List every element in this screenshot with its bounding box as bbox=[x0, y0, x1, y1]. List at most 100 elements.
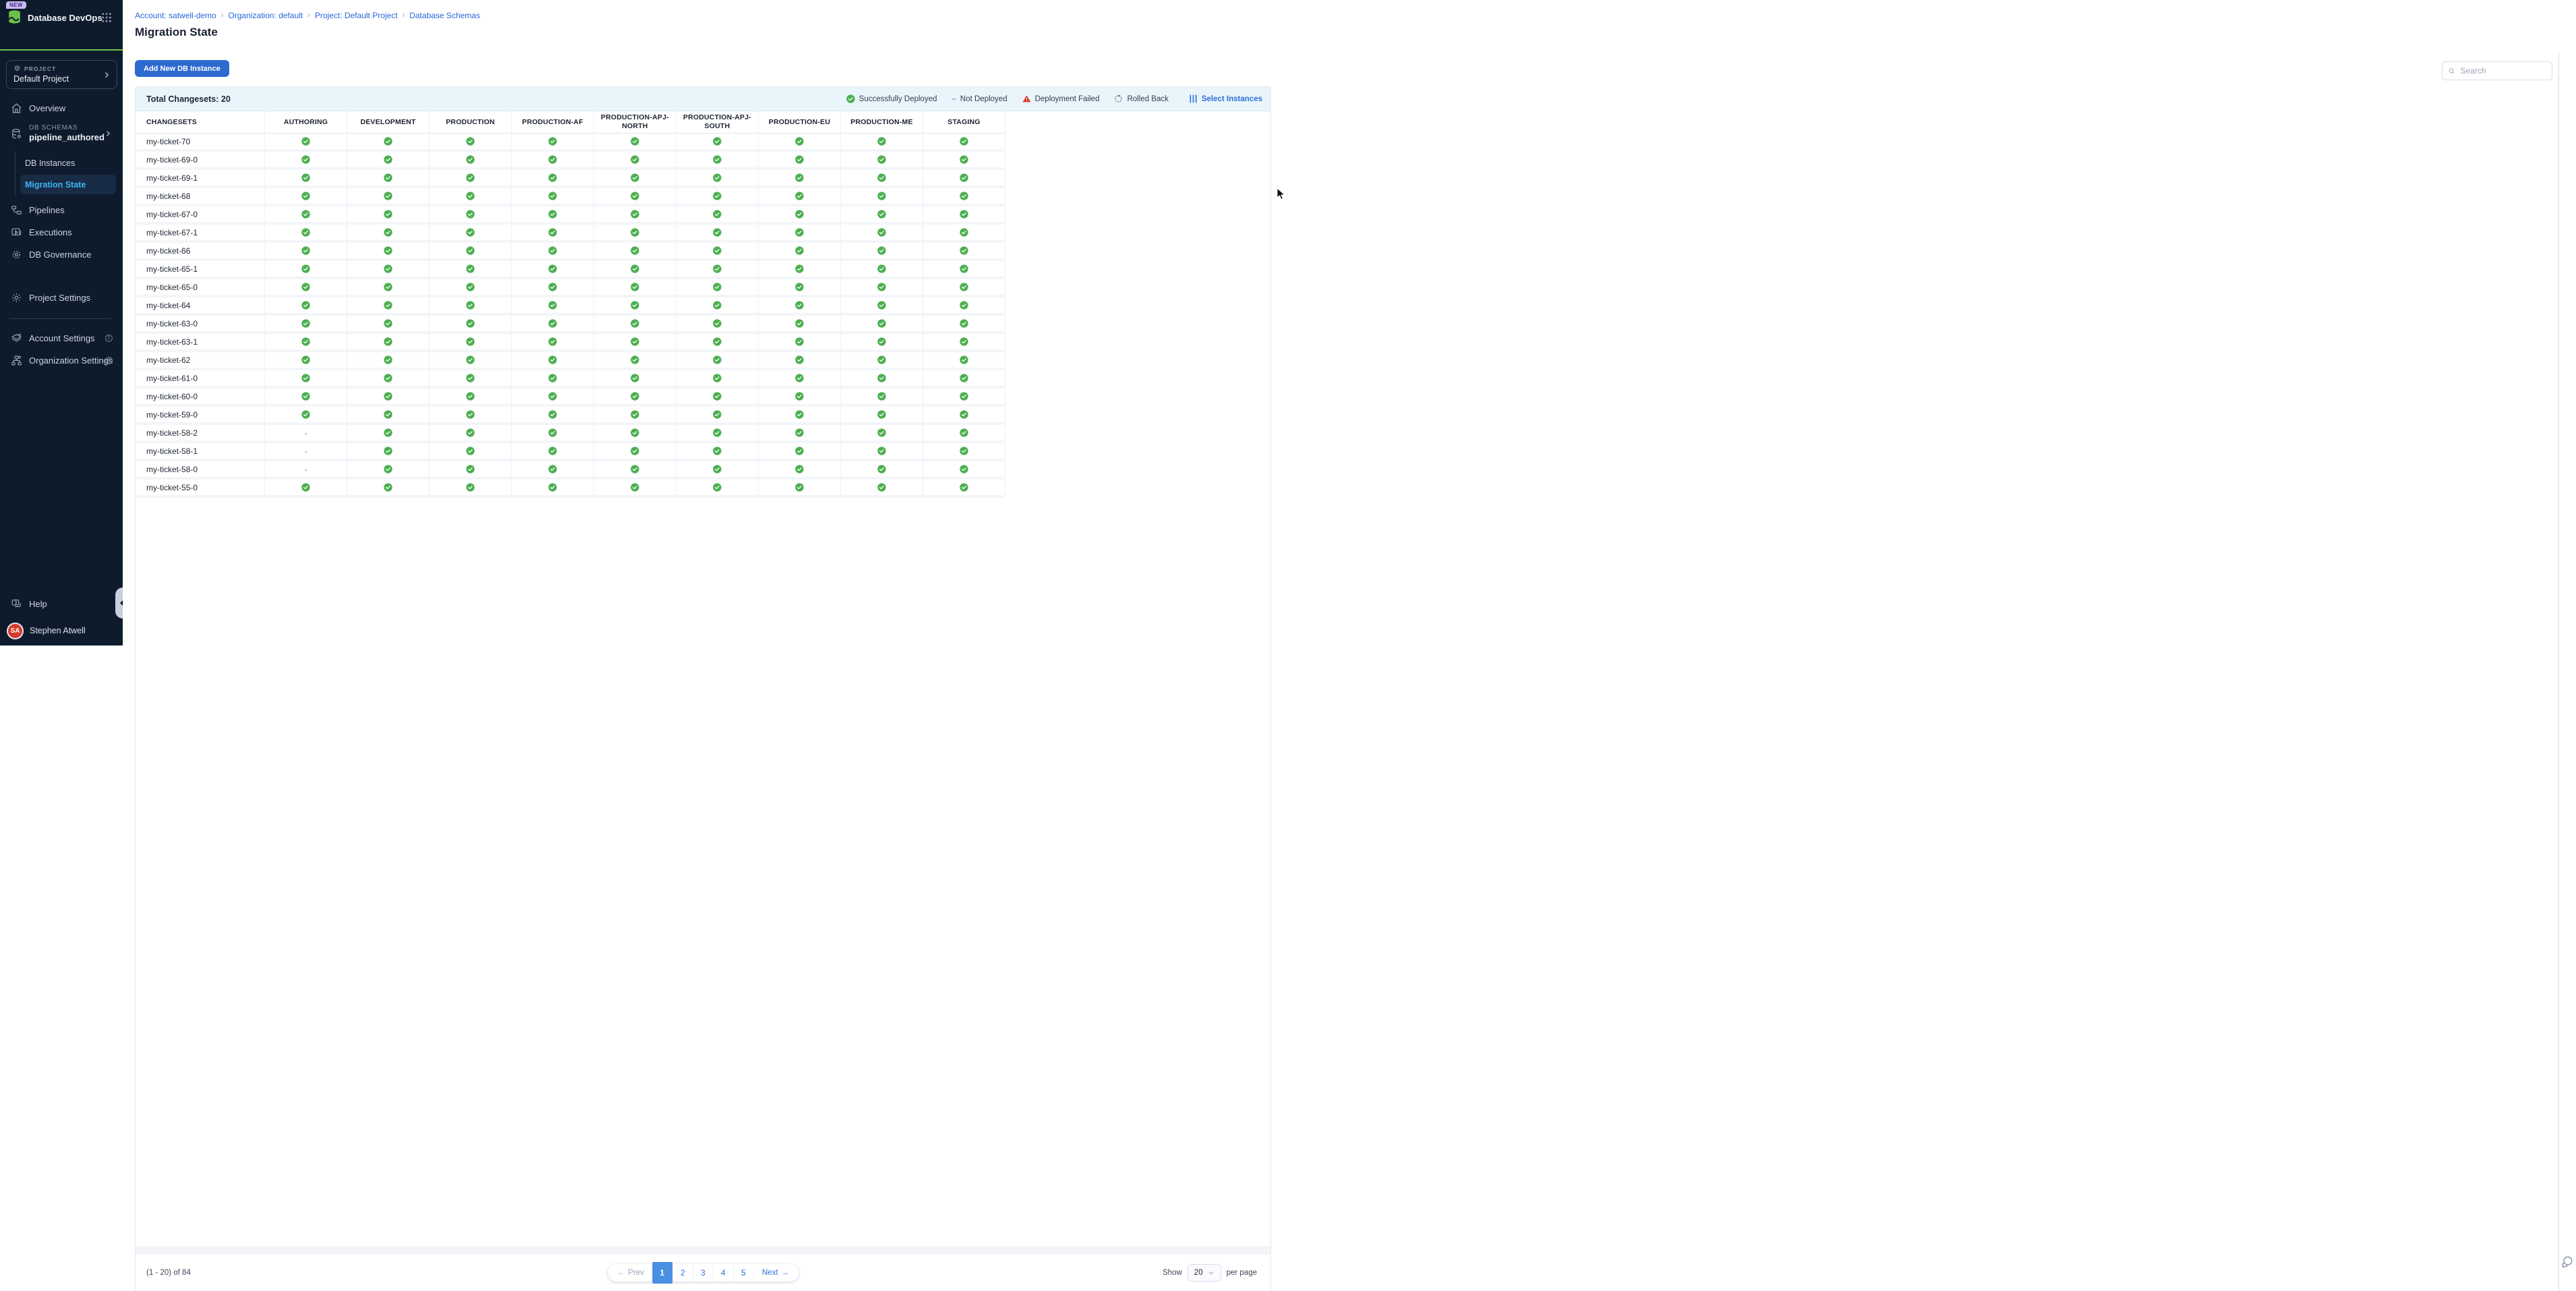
check-circle-icon bbox=[713, 301, 722, 310]
check-circle-icon bbox=[960, 155, 968, 164]
check-circle-icon bbox=[713, 228, 722, 237]
check-circle-icon bbox=[384, 173, 392, 182]
check-circle-icon bbox=[384, 210, 392, 219]
page-size-select[interactable]: 20 bbox=[1188, 1264, 1221, 1282]
pagination-page-3[interactable]: 3 bbox=[693, 1264, 713, 1282]
status-cell bbox=[676, 206, 759, 222]
next-label: Next bbox=[762, 1269, 778, 1277]
breadcrumb-organization[interactable]: Organization: default bbox=[228, 11, 303, 20]
check-circle-icon bbox=[301, 319, 310, 328]
check-circle-icon bbox=[795, 447, 804, 455]
check-circle-icon bbox=[548, 137, 557, 146]
check-circle-icon bbox=[301, 337, 310, 346]
status-cell bbox=[594, 334, 676, 349]
pagination-page-4[interactable]: 4 bbox=[713, 1264, 733, 1282]
user-menu[interactable]: SA Stephen Atwell bbox=[0, 616, 123, 646]
sidebar-item-label: DB Governance bbox=[29, 250, 92, 260]
status-cell bbox=[923, 425, 1005, 440]
sidebar-item-db-instances[interactable]: DB Instances bbox=[16, 153, 123, 173]
table-row: my-ticket-67-0 bbox=[136, 206, 1005, 225]
status-cell bbox=[347, 206, 430, 222]
sidebar-item-overview[interactable]: Overview bbox=[0, 97, 123, 119]
check-circle-icon bbox=[713, 246, 722, 255]
pagination-page-1[interactable]: 1 bbox=[652, 1262, 672, 1284]
sidebar-item-account-settings[interactable]: Account Settings bbox=[0, 327, 123, 349]
search-input[interactable] bbox=[2460, 66, 2546, 76]
status-cell bbox=[676, 461, 759, 477]
project-selector[interactable]: PROJECT Default Project bbox=[6, 60, 117, 89]
check-circle-icon bbox=[877, 483, 886, 492]
sidebar-collapse-handle[interactable] bbox=[115, 587, 123, 619]
column-header-production: PRODUCTION bbox=[430, 111, 512, 133]
status-cell bbox=[676, 352, 759, 368]
collapse-arrow-icon bbox=[117, 600, 123, 606]
page-size-value: 20 bbox=[1194, 1269, 1203, 1277]
check-circle-icon bbox=[877, 173, 886, 182]
sidebar-item-migration-state[interactable]: Migration State bbox=[20, 175, 116, 194]
check-circle-icon bbox=[960, 447, 968, 455]
check-circle-icon bbox=[631, 483, 639, 492]
table-header-row: CHANGESETSAUTHORINGDEVELOPMENTPRODUCTION… bbox=[136, 111, 1005, 134]
pagination-prev-button[interactable]: ← Prev bbox=[609, 1269, 652, 1277]
sidebar-divider bbox=[9, 318, 112, 319]
status-cell bbox=[841, 206, 923, 222]
sidebar-item-executions[interactable]: Executions bbox=[0, 221, 123, 243]
check-circle-icon bbox=[631, 246, 639, 255]
app-title: Database DevOps bbox=[28, 13, 103, 23]
info-icon[interactable] bbox=[105, 356, 113, 365]
sidebar-item-db-governance[interactable]: DB Governance bbox=[0, 243, 123, 266]
column-header-production-af: PRODUCTION-AF bbox=[512, 111, 594, 133]
sidebar-item-organization-settings[interactable]: Organization Settings bbox=[0, 349, 123, 372]
pagination-next-button[interactable]: Next → bbox=[753, 1269, 797, 1277]
check-circle-icon bbox=[548, 301, 557, 310]
check-circle-icon bbox=[631, 465, 639, 474]
page-title: Migration State bbox=[123, 20, 2576, 39]
pagination-page-2[interactable]: 2 bbox=[672, 1264, 693, 1282]
brand-divider bbox=[0, 49, 123, 51]
check-circle-icon bbox=[384, 155, 392, 164]
check-circle-icon bbox=[795, 210, 804, 219]
status-cell bbox=[759, 352, 841, 368]
sidebar-item-db-schemas[interactable]: DB SCHEMAS pipeline_authored bbox=[0, 119, 123, 148]
check-circle-icon bbox=[713, 192, 722, 200]
main-content: Account: satwell-demo› Organization: def… bbox=[123, 0, 2576, 1291]
status-cell bbox=[430, 279, 512, 295]
status-cell bbox=[512, 152, 594, 167]
check-circle-icon bbox=[631, 392, 639, 401]
horizontal-scrollbar-track[interactable] bbox=[136, 1246, 1270, 1255]
database-gear-icon bbox=[11, 128, 22, 140]
changeset-name: my-ticket-58-2 bbox=[136, 425, 265, 440]
sidebar-item-project-settings[interactable]: Project Settings bbox=[0, 287, 123, 309]
check-circle-icon bbox=[713, 173, 722, 182]
status-cell bbox=[594, 407, 676, 422]
help-chat-icon bbox=[11, 598, 22, 610]
check-circle-icon bbox=[795, 483, 804, 492]
status-cell: - bbox=[265, 425, 347, 440]
status-cell bbox=[512, 443, 594, 459]
legend-item: Rolled Back bbox=[1114, 94, 1168, 103]
breadcrumb-account[interactable]: Account: satwell-demo bbox=[135, 11, 216, 20]
check-circle-icon bbox=[960, 465, 968, 474]
check-circle-icon bbox=[877, 428, 886, 437]
summary-band: Total Changesets: 20 Successfully Deploy… bbox=[136, 87, 1270, 111]
add-new-db-instance-button[interactable]: Add New DB Instance bbox=[135, 60, 229, 77]
app-grid-icon[interactable] bbox=[101, 12, 112, 23]
pagination-page-5[interactable]: 5 bbox=[733, 1264, 753, 1282]
check-circle-icon bbox=[301, 228, 310, 237]
sidebar-item-help[interactable]: Help bbox=[0, 592, 123, 616]
status-cell bbox=[512, 334, 594, 349]
changeset-name: my-ticket-62 bbox=[136, 352, 265, 368]
status-cell bbox=[841, 297, 923, 313]
governance-gear-icon bbox=[11, 249, 22, 260]
check-circle-icon bbox=[466, 483, 475, 492]
status-cell bbox=[594, 480, 676, 495]
sidebar-item-pipelines[interactable]: Pipelines bbox=[0, 199, 123, 221]
column-header-production-apj-south: PRODUCTION-APJ-SOUTH bbox=[676, 111, 759, 133]
breadcrumb-project[interactable]: Project: Default Project bbox=[315, 11, 398, 20]
breadcrumb-database-schemas[interactable]: Database Schemas bbox=[409, 11, 480, 20]
info-icon[interactable] bbox=[105, 334, 113, 343]
select-instances-button[interactable]: Select Instances bbox=[1189, 94, 1262, 103]
check-circle-icon bbox=[301, 374, 310, 382]
status-cell bbox=[594, 225, 676, 240]
chat-launcher-icon[interactable] bbox=[2560, 1255, 2574, 1269]
